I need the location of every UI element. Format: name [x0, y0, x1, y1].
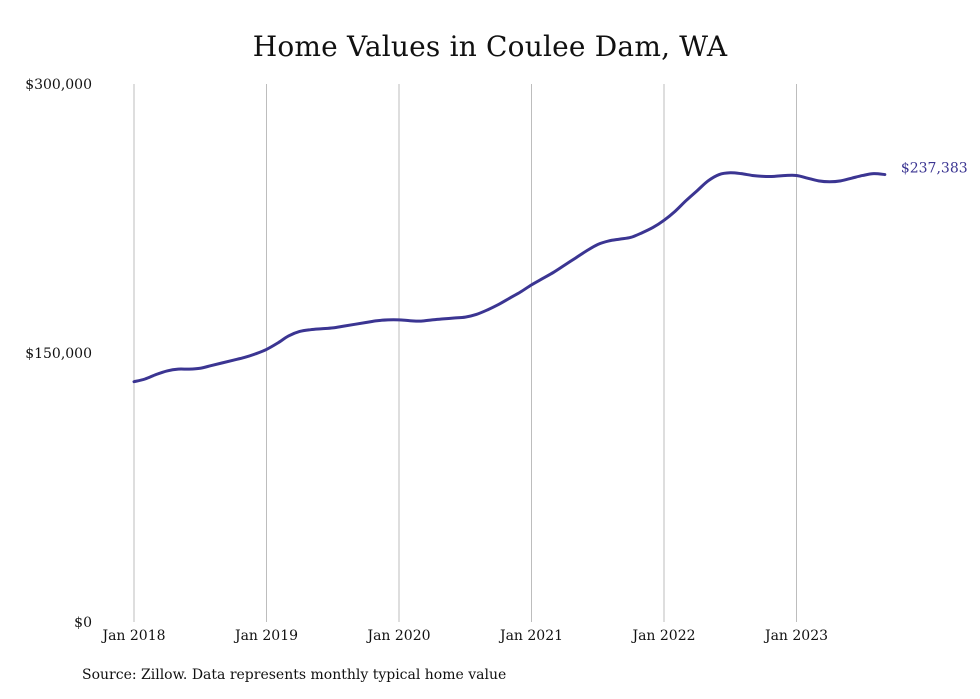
series-layer: $237,383 — [132, 161, 968, 384]
y-tick-label: $300,000 — [25, 77, 92, 93]
y-tick-label: $150,000 — [25, 346, 92, 362]
x-tick-label: Jan 2020 — [365, 628, 430, 644]
x-tick-label: Jan 2023 — [763, 628, 828, 644]
x-tick-label: Jan 2019 — [233, 628, 298, 644]
x-axis: Jan 2018 Jan 2019 Jan 2020 Jan 2021 Jan 2022… — [100, 628, 828, 644]
series-line — [132, 171, 887, 384]
y-tick-label: $0 — [74, 615, 92, 631]
source-note: Source: Zillow. Data represents monthly … — [82, 667, 507, 683]
y-axis: $0 $150,000 $300,000 — [25, 77, 92, 631]
x-tick-label: Jan 2021 — [498, 628, 563, 644]
x-tick-label: Jan 2018 — [100, 628, 165, 644]
grid-layer — [133, 84, 797, 622]
x-tick-label: Jan 2022 — [630, 628, 695, 644]
chart-title: Home Values in Coulee Dam, WA — [252, 30, 728, 63]
end-value-label: $237,383 — [901, 161, 968, 177]
